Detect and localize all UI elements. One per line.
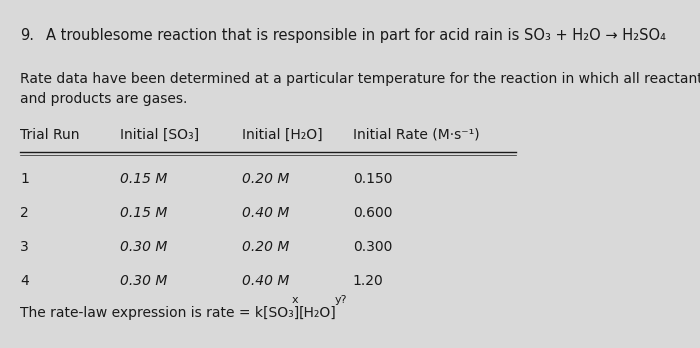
Text: 0.40 M: 0.40 M [241,206,289,220]
Text: 0.150: 0.150 [353,172,392,186]
Text: [H₂O]: [H₂O] [298,306,336,320]
Text: 0.15 M: 0.15 M [120,172,168,186]
Text: Initial [H₂O]: Initial [H₂O] [241,128,323,142]
Text: 1.20: 1.20 [353,274,384,288]
Text: 0.20 M: 0.20 M [241,240,289,254]
Text: 0.300: 0.300 [353,240,392,254]
Text: Initial Rate (M·s⁻¹): Initial Rate (M·s⁻¹) [353,128,480,142]
Text: Rate data have been determined at a particular temperature for the reaction in w: Rate data have been determined at a part… [20,72,700,105]
Text: 0.600: 0.600 [353,206,392,220]
Text: x: x [292,295,298,305]
Text: y?: y? [335,295,347,305]
Text: 0.30 M: 0.30 M [120,240,168,254]
Text: Initial [SO₃]: Initial [SO₃] [120,128,200,142]
Text: 0.20 M: 0.20 M [241,172,289,186]
Text: A troublesome reaction that is responsible in part for acid rain is SO₃ + H₂O → : A troublesome reaction that is responsib… [46,28,666,43]
Text: Trial Run: Trial Run [20,128,80,142]
Text: 2: 2 [20,206,29,220]
Text: 9.: 9. [20,28,34,43]
Text: 0.30 M: 0.30 M [120,274,168,288]
Text: 0.15 M: 0.15 M [120,206,168,220]
Text: The rate-law expression is rate = k[SO₃]: The rate-law expression is rate = k[SO₃] [20,306,300,320]
Text: 0.40 M: 0.40 M [241,274,289,288]
Text: 3: 3 [20,240,29,254]
Text: 1: 1 [20,172,29,186]
Text: 4: 4 [20,274,29,288]
